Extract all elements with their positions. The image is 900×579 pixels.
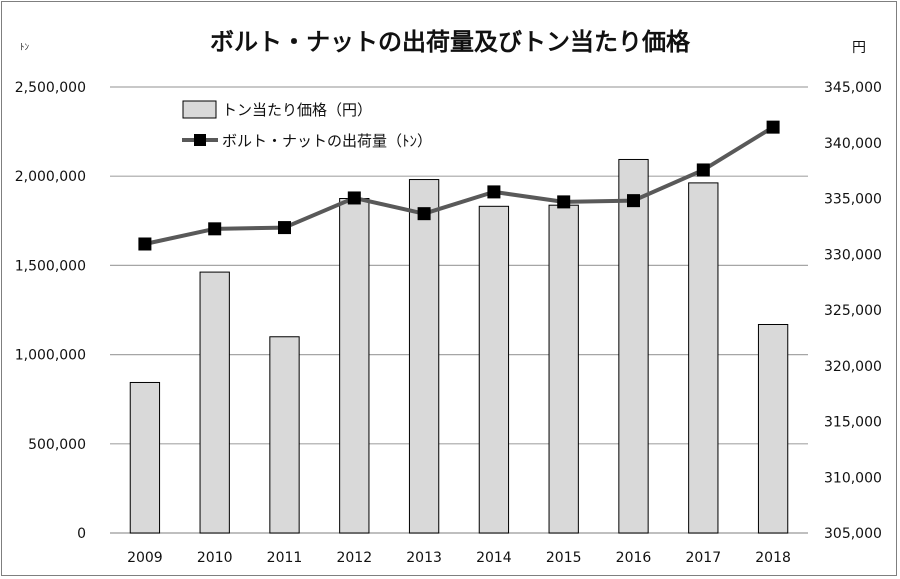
shipment-marker (557, 195, 571, 209)
x-tick-label: 2016 (616, 550, 652, 566)
bar-series (129, 158, 789, 534)
x-tick-label: 2010 (197, 550, 233, 566)
right-tick-label: 340,000 (824, 136, 882, 152)
price-bar (199, 271, 230, 534)
price-bar (688, 182, 719, 534)
shipment-marker (347, 191, 361, 205)
legend-line-marker (194, 134, 206, 146)
shipment-marker (696, 163, 710, 177)
x-tick-label: 2015 (546, 550, 582, 566)
left-tick-label: 1,500,000 (15, 258, 86, 274)
x-tick-label: 2011 (267, 550, 303, 566)
left-axis-unit: ﾄﾝ (20, 43, 30, 53)
legend-line-label: ボルト・ナットの出荷量（ﾄﾝ） (222, 132, 432, 150)
price-bar (129, 381, 161, 534)
shipment-marker (278, 221, 291, 235)
price-bar (339, 198, 370, 534)
legend-bar-label: トン当たり価格（円） (222, 101, 372, 119)
right-axis-ticks: 305,000 310,000 315,000 320,000 325,000 330,0… (824, 80, 882, 542)
legend-bar-swatch (182, 100, 217, 119)
right-tick-label: 325,000 (824, 303, 882, 319)
price-bar (478, 205, 510, 534)
legend: トン当たり価格（円） ボルト・ナットの出荷量（ﾄﾝ） (182, 100, 432, 150)
x-tick-label: 2009 (127, 550, 163, 566)
x-tick-label: 2012 (336, 550, 372, 566)
line-series (138, 120, 780, 251)
x-tick-label: 2018 (755, 550, 791, 566)
shipment-marker (627, 194, 640, 208)
price-bar (618, 158, 649, 534)
right-tick-label: 330,000 (824, 247, 882, 263)
price-bar (548, 204, 579, 534)
x-axis-ticks: 2009 2010 2011 2012 2013 2014 2015 2016 2017 2018 (127, 550, 791, 566)
shipment-marker (208, 222, 222, 236)
left-tick-label: 0 (77, 526, 86, 542)
shipment-marker (417, 207, 431, 221)
shipment-marker (487, 185, 501, 199)
right-tick-label: 305,000 (824, 526, 882, 542)
left-tick-label: 1,000,000 (15, 348, 86, 364)
price-bar (269, 336, 300, 534)
right-tick-label: 320,000 (824, 359, 882, 375)
right-tick-label: 345,000 (824, 80, 882, 96)
left-tick-label: 500,000 (28, 437, 86, 453)
shipment-marker (766, 120, 780, 134)
left-axis-ticks: 0 500,000 1,000,000 1,500,000 2,000,000 2,500… (15, 80, 86, 542)
right-tick-label: 335,000 (824, 192, 882, 208)
right-tick-label: 315,000 (824, 415, 882, 431)
x-tick-label: 2014 (476, 550, 512, 566)
x-tick-label: 2013 (406, 550, 442, 566)
chart-title: ボルト・ナットの出荷量及びトン当たり価格 (210, 28, 691, 56)
x-tick-label: 2017 (685, 550, 721, 566)
left-tick-label: 2,000,000 (15, 169, 86, 185)
price-bar (408, 179, 440, 534)
price-bar (757, 323, 789, 534)
right-axis-unit: 円 (852, 40, 866, 56)
shipment-line (144, 125, 775, 246)
shipment-marker (138, 237, 152, 251)
left-tick-label: 2,500,000 (15, 80, 86, 96)
right-tick-label: 310,000 (824, 470, 882, 486)
